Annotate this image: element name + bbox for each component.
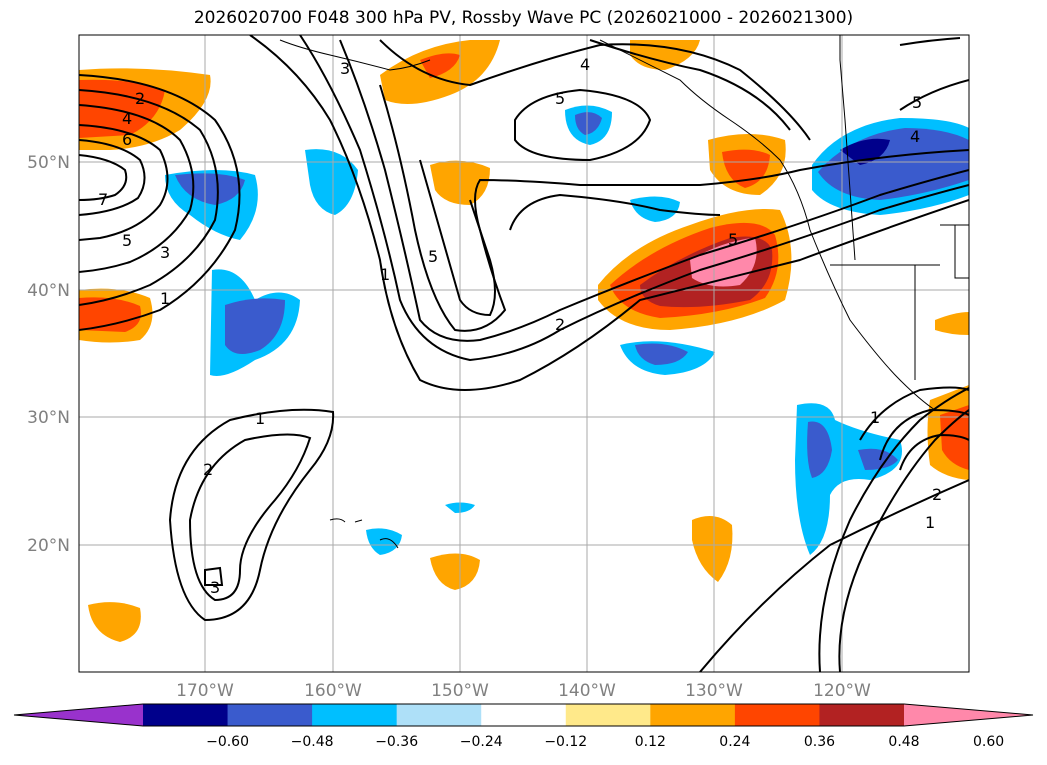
- colorbar-tick-label: −0.24: [460, 734, 503, 750]
- lat-label: 20°N: [27, 536, 70, 556]
- contour-label: 5: [728, 230, 738, 249]
- lat-label: 50°N: [27, 153, 70, 173]
- colorbar-segment: [565, 704, 651, 726]
- contour-label: 1: [925, 513, 935, 532]
- lon-label: 120°W: [813, 681, 871, 701]
- latitude-labels: 50°N 40°N 30°N 20°N: [27, 153, 70, 556]
- contour-label: 5: [122, 231, 132, 250]
- contour-label: 1: [160, 289, 170, 308]
- colorbar-segment: [819, 704, 905, 726]
- colorbar-tick-label: 0.24: [719, 734, 750, 750]
- contour-label: 2: [932, 485, 942, 504]
- contour-label: 3: [340, 59, 350, 78]
- lat-label: 30°N: [27, 408, 70, 428]
- contour-label: 4: [122, 109, 132, 128]
- colorbar-extend-high: [904, 704, 1033, 726]
- colorbar-segment: [312, 704, 398, 726]
- colorbar-tick-label: −0.48: [291, 734, 334, 750]
- map-title: 2026020700 F048 300 hPa PV, Rossby Wave …: [193, 8, 854, 28]
- contour-label: 7: [98, 190, 108, 209]
- contour-label: 1: [870, 408, 880, 427]
- contour-label: 6: [122, 130, 132, 149]
- pv-contours: [79, 35, 969, 672]
- contour-label: 3: [160, 243, 170, 262]
- contour-label: 4: [910, 127, 920, 146]
- colorbar-extend-low: [14, 704, 143, 726]
- contour-label: 5: [428, 247, 438, 266]
- lon-label: 130°W: [685, 681, 743, 701]
- colorbar-tick-label: 0.36: [804, 734, 835, 750]
- colorbar-segment: [734, 704, 820, 726]
- lon-label: 140°W: [558, 681, 616, 701]
- colorbar: −0.60 −0.48 −0.36 −0.24 −0.12 0.12 0.24 0.36 0.4…: [13, 703, 1034, 750]
- colorbar-tick-label: −0.12: [544, 734, 587, 750]
- longitude-labels: 170°W 160°W 150°W 140°W 130°W 120°W: [176, 681, 871, 701]
- colorbar-tick-label: 0.60: [973, 734, 1004, 750]
- lat-label: 40°N: [27, 281, 70, 301]
- contour-label: 2: [203, 460, 213, 479]
- map-frame: [78, 34, 970, 673]
- contour-label: 3: [210, 578, 220, 597]
- colorbar-segment: [481, 704, 567, 726]
- colorbar-tick-label: −0.60: [206, 734, 249, 750]
- pv-anomaly-shading: [79, 40, 969, 642]
- contour-label: 5: [912, 93, 922, 112]
- contour-label: 1: [380, 265, 390, 284]
- colorbar-tick-label: 0.48: [888, 734, 919, 750]
- contour-label: 2: [135, 89, 145, 108]
- contour-label: 1: [255, 409, 265, 428]
- colorbar-segment: [650, 704, 736, 726]
- contour-label: 4: [580, 55, 590, 74]
- lon-label: 150°W: [431, 681, 489, 701]
- contour-label: 2: [555, 315, 565, 334]
- graticule: [79, 35, 969, 672]
- colorbar-tick-label: −0.36: [375, 734, 418, 750]
- contour-label: 5: [555, 89, 565, 108]
- lon-label: 160°W: [304, 681, 362, 701]
- colorbar-segment: [227, 704, 313, 726]
- colorbar-segment: [396, 704, 482, 726]
- colorbar-outline: [13, 703, 1034, 727]
- lon-label: 170°W: [176, 681, 234, 701]
- coastlines: [279, 35, 969, 549]
- colorbar-segment: [143, 704, 229, 726]
- contour-labels: 2 4 6 7 5 3 1 3 4 5 5 1 2 5 1 2 3 4 5 1 …: [98, 55, 942, 597]
- colorbar-tick-label: 0.12: [635, 734, 666, 750]
